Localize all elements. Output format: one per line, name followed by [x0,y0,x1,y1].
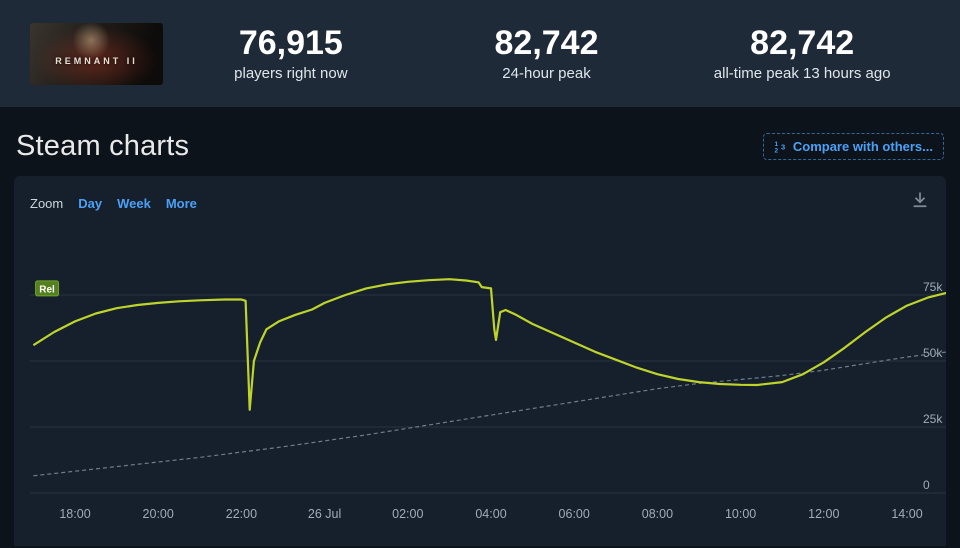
chart-panel: Zoom Day Week More 0 25k 50k 75k 18:00 20:00 2… [14,176,946,546]
svg-text:20:00: 20:00 [143,507,174,521]
svg-text:06:00: 06:00 [559,507,590,521]
svg-text:0: 0 [923,478,930,492]
players-chart-svg[interactable]: 0 25k 50k 75k 18:00 20:00 22:00 26 Jul 02:00 04:0… [30,226,946,526]
download-chart-button[interactable] [912,192,930,210]
svg-text:18:00: 18:00 [59,507,90,521]
page-title: Steam charts [16,130,190,162]
compare-button-label: Compare with others... [792,139,933,154]
svg-text:04:00: 04:00 [475,507,506,521]
top-stats-bar: REMNANT II 76,915 players right now 82,7… [0,0,960,107]
svg-text:14:00: 14:00 [891,507,922,521]
stat-value: 82,742 [494,23,599,62]
svg-text:3: 3 [781,143,785,152]
zoom-controls: Zoom Day Week More [30,194,946,212]
svg-text:10:00: 10:00 [725,507,756,521]
svg-text:2: 2 [774,148,778,154]
zoom-label: Zoom [30,195,64,211]
stat-24h-peak: 82,742 24-hour peak [419,23,675,83]
compare-with-others-button[interactable]: 1 2 3 Compare with others... [762,133,944,160]
stat-value: 76,915 [238,23,343,62]
svg-text:1: 1 [774,141,778,148]
svg-text:26 Jul: 26 Jul [308,507,341,521]
zoom-option-more[interactable]: More [165,195,197,211]
compare-icon: 1 2 3 [774,141,785,154]
zoom-option-week[interactable]: Week [117,195,151,211]
section-header: Steam charts 1 2 3 Compare with others..… [16,130,944,163]
game-capsule[interactable]: REMNANT II [30,22,163,85]
game-capsule-title: REMNANT II [55,55,138,66]
stat-label: all-time peak 13 hours ago [713,65,891,83]
zoom-option-day[interactable]: Day [78,195,103,211]
stat-alltime-peak: 82,742 all-time peak 13 hours ago [674,23,930,83]
svg-text:02:00: 02:00 [392,507,423,521]
svg-text:25k: 25k [923,412,943,426]
svg-text:22:00: 22:00 [226,507,257,521]
download-icon [913,192,927,208]
stat-label: players right now [234,65,348,83]
svg-text:50k: 50k [923,346,943,360]
stat-value: 82,742 [750,23,855,62]
svg-text:75k: 75k [923,280,943,294]
svg-text:12:00: 12:00 [808,507,839,521]
svg-text:08:00: 08:00 [642,507,673,521]
stat-label: 24-hour peak [502,65,591,83]
svg-text:Rel: Rel [39,284,55,295]
stat-current-players: 76,915 players right now [163,23,419,83]
